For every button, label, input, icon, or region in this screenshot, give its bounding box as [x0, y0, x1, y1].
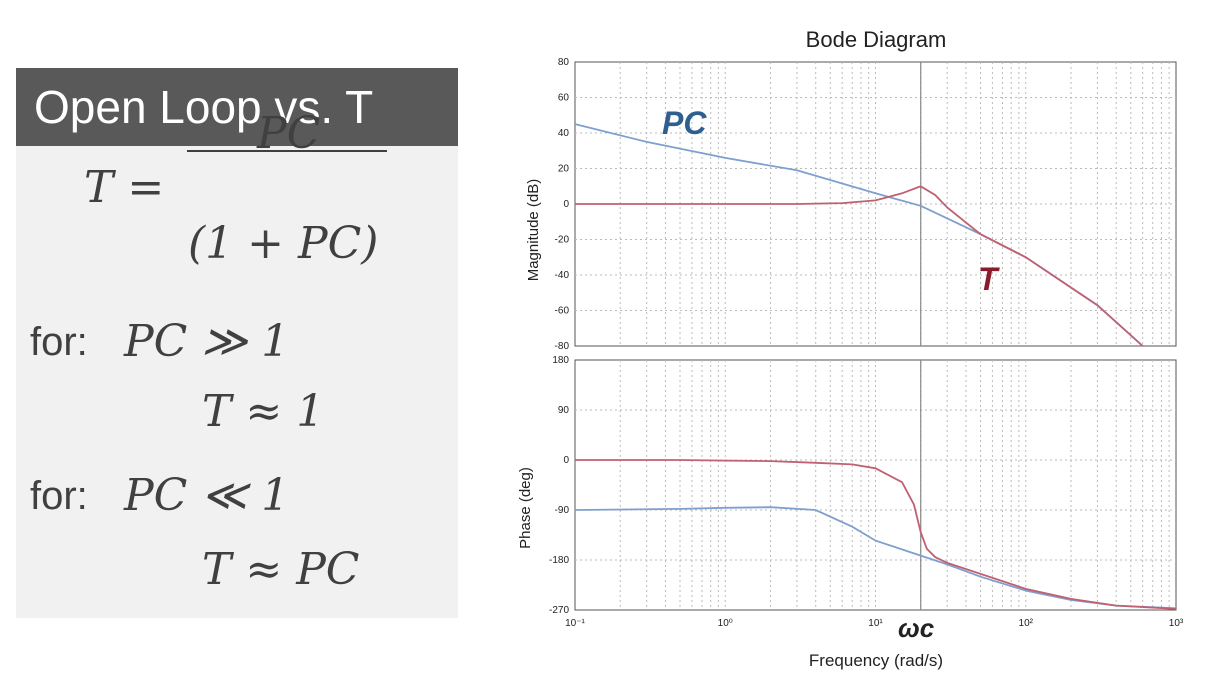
equation-denominator: (1 + PC)	[188, 218, 379, 269]
case2-result: T ≈ PC	[202, 544, 360, 595]
magnitude-plot: 80 60 40 20 0 -20 -40 -60 -80	[555, 57, 1177, 352]
series-line-pc	[574, 506, 1177, 610]
y-tick-label: -40	[555, 270, 570, 281]
case1-result: T ≈ 1	[202, 386, 325, 437]
x-tick-label: 10²	[1019, 618, 1034, 629]
y-tick-label: 40	[558, 128, 570, 139]
y-tick-label: -90	[555, 505, 570, 516]
y-tick-label: -20	[555, 235, 570, 246]
phase-y-axis-label: Phase (deg)	[517, 467, 534, 549]
t-series-label: T	[978, 261, 1000, 297]
y-tick-label: -270	[549, 605, 569, 616]
phase-plot: 180 90 0 -90 -180 -270	[549, 355, 1177, 616]
y-tick-label: 180	[552, 355, 569, 366]
series-line-t	[575, 459, 1177, 610]
x-tick-label: 10⁻¹	[565, 618, 585, 629]
y-tick-label: 90	[558, 405, 570, 416]
magnitude-y-axis-label: Magnitude (dB)	[525, 179, 542, 282]
y-tick-label: -60	[555, 306, 570, 317]
y-tick-label: 0	[563, 199, 569, 210]
chart-title: Bode Diagram	[806, 27, 947, 52]
equation-lhs: T =	[84, 162, 165, 213]
x-tick-label: 10³	[1169, 618, 1184, 629]
y-tick-label: -80	[555, 341, 570, 352]
case1-label: for:	[30, 320, 88, 364]
equation-panel: Open Loop vs. T	[16, 68, 458, 618]
x-axis-label: Frequency (rad/s)	[809, 651, 943, 670]
case1-condition: PC ≫ 1	[124, 316, 290, 367]
x-tick-label: 10¹	[868, 618, 883, 629]
crossover-frequency-label: ωc	[898, 613, 935, 643]
crossover-frequency-symbol: ωc	[898, 613, 935, 643]
y-tick-label: -180	[549, 555, 569, 566]
panel-title: Open Loop vs. T	[16, 68, 458, 146]
bode-diagram: Bode Diagram 80 60 40 20 0 -20 -40 -60 -80 180 90…	[517, 27, 1184, 670]
x-tick-labels: 10⁻¹ 10⁰ 10¹ 10² 10³	[565, 618, 1184, 629]
case2-condition: PC ≪ 1	[124, 470, 290, 521]
y-tick-label: 60	[558, 93, 570, 104]
pc-series-label: PC	[662, 105, 707, 141]
case2-label: for:	[30, 474, 88, 518]
y-tick-label: 0	[563, 455, 569, 466]
series-line-t	[575, 185, 1144, 347]
y-tick-label: 20	[558, 164, 570, 175]
fraction-bar	[187, 150, 387, 152]
y-tick-label: 80	[558, 57, 570, 68]
x-tick-label: 10⁰	[718, 618, 733, 629]
